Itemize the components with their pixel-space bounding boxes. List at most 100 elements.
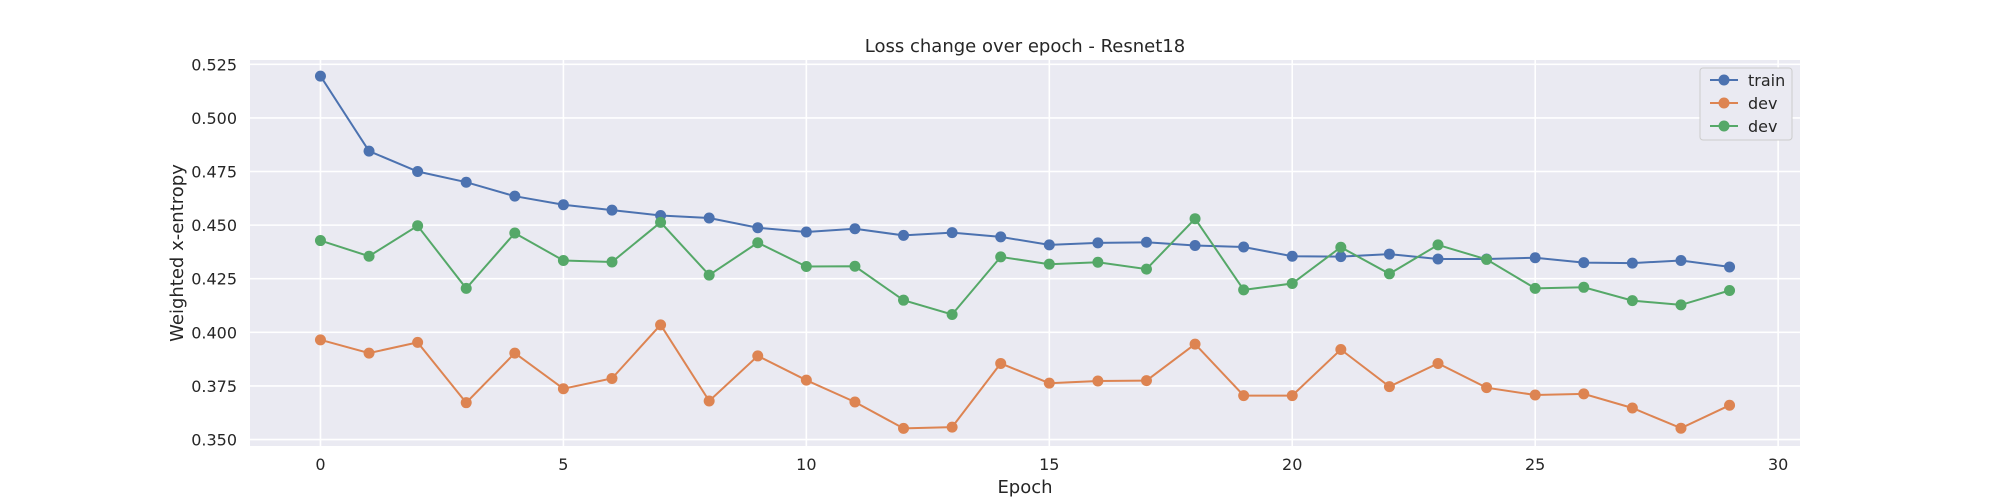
x-tick-label: 0 (315, 455, 325, 474)
data-point (1578, 257, 1590, 269)
data-point (460, 176, 472, 188)
data-point (995, 231, 1007, 243)
data-point (509, 347, 521, 359)
data-point (1383, 248, 1395, 260)
y-tick-label: 0.350 (191, 431, 237, 450)
data-point (606, 256, 618, 268)
legend-marker (1718, 120, 1730, 132)
y-tick-labels: 0.350 0.375 0.400 0.425 0.450 0.475 0.500 0.525 (191, 55, 237, 449)
data-point (1481, 382, 1493, 394)
data-point (800, 261, 812, 273)
legend-marker (1718, 97, 1730, 109)
data-point (1189, 338, 1201, 350)
data-point (314, 235, 326, 247)
data-point (509, 190, 521, 202)
series-layer (314, 70, 1736, 434)
y-axis-label: Weighted x-entropy (167, 164, 188, 342)
data-point (1529, 389, 1541, 401)
data-point (1675, 255, 1687, 267)
data-point (363, 347, 375, 359)
data-point (898, 294, 910, 306)
data-point (898, 229, 910, 241)
data-point (460, 397, 472, 409)
x-tick-label: 10 (796, 455, 816, 474)
data-point (800, 226, 812, 238)
data-point (1286, 390, 1298, 402)
data-point (1238, 284, 1250, 296)
data-point (1724, 399, 1736, 411)
data-point (1383, 381, 1395, 393)
data-point (412, 336, 424, 348)
data-point (1140, 375, 1152, 387)
data-point (1626, 295, 1638, 307)
data-point (314, 334, 326, 346)
data-point (1675, 299, 1687, 311)
data-point (1189, 239, 1201, 251)
series-2 (314, 213, 1736, 321)
data-point (557, 383, 569, 395)
data-point (1286, 277, 1298, 289)
chart-title: Loss change over epoch - Resnet18 (865, 36, 1185, 57)
data-point (1335, 344, 1347, 355)
data-point (1626, 402, 1638, 414)
legend-item: dev (1710, 117, 1777, 136)
data-point (995, 251, 1007, 263)
data-point (1529, 282, 1541, 294)
data-point (1724, 261, 1736, 273)
legend-label: dev (1748, 117, 1777, 136)
data-point (1092, 237, 1104, 249)
data-point (655, 319, 667, 331)
data-point (1140, 263, 1152, 275)
legend-item: dev (1710, 94, 1777, 113)
data-point (1335, 241, 1347, 253)
plot-background (250, 60, 1800, 446)
grid-lines (250, 60, 1800, 446)
data-point (1238, 390, 1250, 402)
x-tick-label: 30 (1768, 455, 1788, 474)
series-line (320, 217, 1730, 316)
x-tick-label: 20 (1282, 455, 1302, 474)
data-point (655, 216, 667, 228)
y-tick-label: 0.450 (191, 216, 237, 235)
data-point (557, 199, 569, 211)
data-point (314, 70, 326, 82)
data-point (1675, 422, 1687, 434)
data-point (1529, 252, 1541, 264)
data-point (1092, 375, 1104, 387)
data-point (849, 396, 861, 408)
legend-item: train (1710, 71, 1785, 90)
data-point (1043, 377, 1055, 389)
y-tick-label: 0.500 (191, 109, 237, 128)
legend-marker (1718, 74, 1730, 86)
data-point (995, 357, 1007, 369)
data-point (752, 222, 764, 234)
x-tick-labels: 0 5 10 15 20 25 30 (315, 455, 1788, 474)
legend-label: train (1748, 71, 1785, 90)
data-point (1286, 250, 1298, 262)
y-tick-label: 0.475 (191, 163, 237, 182)
data-point (1043, 239, 1055, 251)
data-point (946, 421, 958, 433)
data-point (800, 374, 812, 386)
data-point (703, 395, 715, 407)
data-point (1432, 253, 1444, 265)
data-point (557, 255, 569, 267)
data-point (703, 212, 715, 224)
data-point (1432, 239, 1444, 251)
series-line (320, 323, 1730, 430)
x-tick-label: 25 (1525, 455, 1545, 474)
series-line (319, 75, 1730, 268)
x-axis-label: Epoch (997, 477, 1052, 498)
data-point (509, 227, 521, 239)
data-point (363, 145, 375, 157)
y-tick-label: 0.525 (191, 55, 237, 74)
data-point (1578, 281, 1590, 293)
data-point (363, 250, 375, 262)
data-point (412, 166, 424, 178)
data-point (1140, 236, 1152, 248)
y-tick-label: 0.425 (191, 270, 237, 289)
data-point (898, 422, 910, 434)
series-1 (314, 319, 1736, 434)
data-point (946, 309, 958, 321)
